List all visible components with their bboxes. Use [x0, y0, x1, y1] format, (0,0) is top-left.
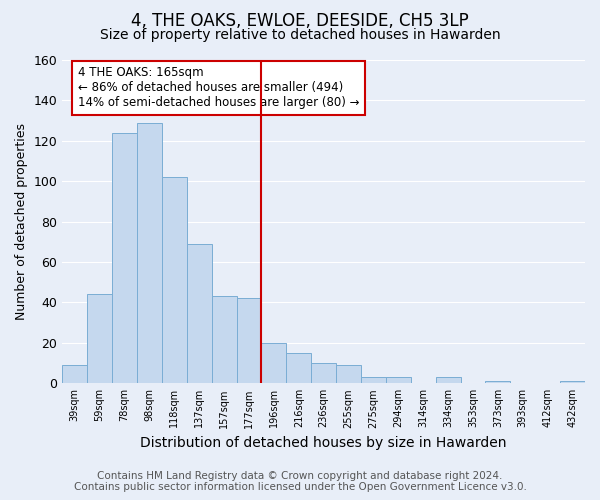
Text: Contains HM Land Registry data © Crown copyright and database right 2024.
Contai: Contains HM Land Registry data © Crown c…	[74, 471, 526, 492]
Bar	[361, 377, 386, 384]
Bar	[485, 382, 511, 384]
Bar	[137, 122, 162, 384]
Bar	[311, 363, 336, 384]
Text: 4 THE OAKS: 165sqm
← 86% of detached houses are smaller (494)
14% of semi-detach: 4 THE OAKS: 165sqm ← 86% of detached hou…	[78, 66, 359, 110]
Bar	[212, 296, 236, 384]
Text: 4, THE OAKS, EWLOE, DEESIDE, CH5 3LP: 4, THE OAKS, EWLOE, DEESIDE, CH5 3LP	[131, 12, 469, 30]
Bar	[386, 377, 411, 384]
X-axis label: Distribution of detached houses by size in Hawarden: Distribution of detached houses by size …	[140, 436, 507, 450]
Bar	[436, 377, 461, 384]
Bar	[560, 382, 585, 384]
Bar	[162, 177, 187, 384]
Bar	[62, 365, 87, 384]
Text: Size of property relative to detached houses in Hawarden: Size of property relative to detached ho…	[100, 28, 500, 42]
Y-axis label: Number of detached properties: Number of detached properties	[15, 123, 28, 320]
Bar	[112, 132, 137, 384]
Bar	[336, 365, 361, 384]
Bar	[262, 343, 286, 384]
Bar	[286, 353, 311, 384]
Bar	[236, 298, 262, 384]
Bar	[87, 294, 112, 384]
Bar	[187, 244, 212, 384]
